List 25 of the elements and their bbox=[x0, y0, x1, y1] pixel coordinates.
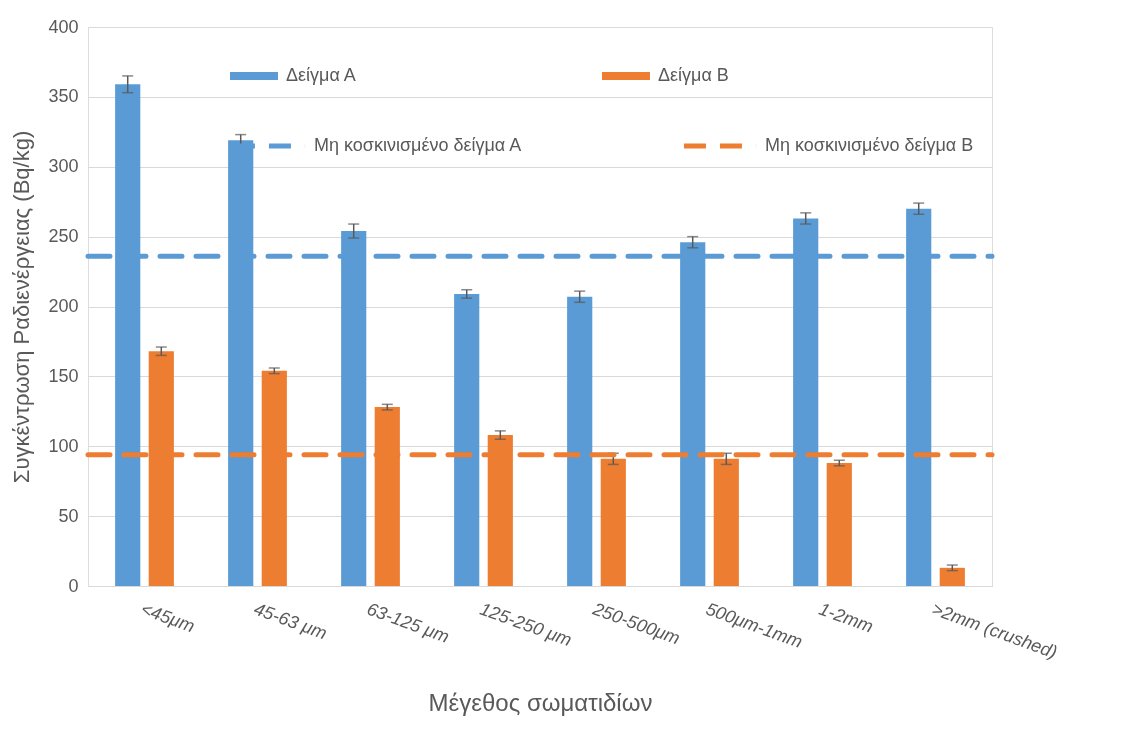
y-tick-label: 300 bbox=[48, 156, 79, 177]
x-tick-label: 1-2mm bbox=[816, 598, 876, 637]
legend-label: Μη κοσκινισμένο δείγμα Β bbox=[765, 135, 974, 155]
y-tick-label: 100 bbox=[48, 435, 79, 456]
legend-label: Δείγμα Α bbox=[286, 65, 356, 85]
x-axis-title: Μέγεθος σωματιδίων bbox=[428, 689, 653, 717]
y-tick-label: 350 bbox=[48, 86, 79, 107]
bar bbox=[826, 463, 852, 586]
x-tick-label: <45μm bbox=[138, 598, 198, 637]
bar bbox=[454, 293, 480, 586]
x-tick-label: 63-125 μm bbox=[364, 598, 452, 647]
bar bbox=[600, 458, 626, 586]
bar bbox=[567, 296, 593, 586]
y-tick-label: 250 bbox=[48, 226, 79, 247]
bar bbox=[939, 567, 965, 586]
y-tick-label: 150 bbox=[48, 365, 79, 386]
y-tick-label: 50 bbox=[58, 505, 79, 526]
bar bbox=[713, 458, 739, 586]
y-tick-label: 200 bbox=[48, 296, 79, 316]
y-axis-title: Συγκέντρωση Ραδιενέργειας (Bq/kg) bbox=[9, 130, 35, 484]
legend-label: Μη κοσκινισμένο δείγμα Α bbox=[314, 135, 522, 155]
x-tick-label: 45-63 μm bbox=[251, 598, 330, 644]
y-tick-label: 0 bbox=[68, 575, 79, 596]
y-tick-label: 400 bbox=[48, 16, 79, 37]
legend-label: Δείγμα Β bbox=[658, 65, 729, 85]
